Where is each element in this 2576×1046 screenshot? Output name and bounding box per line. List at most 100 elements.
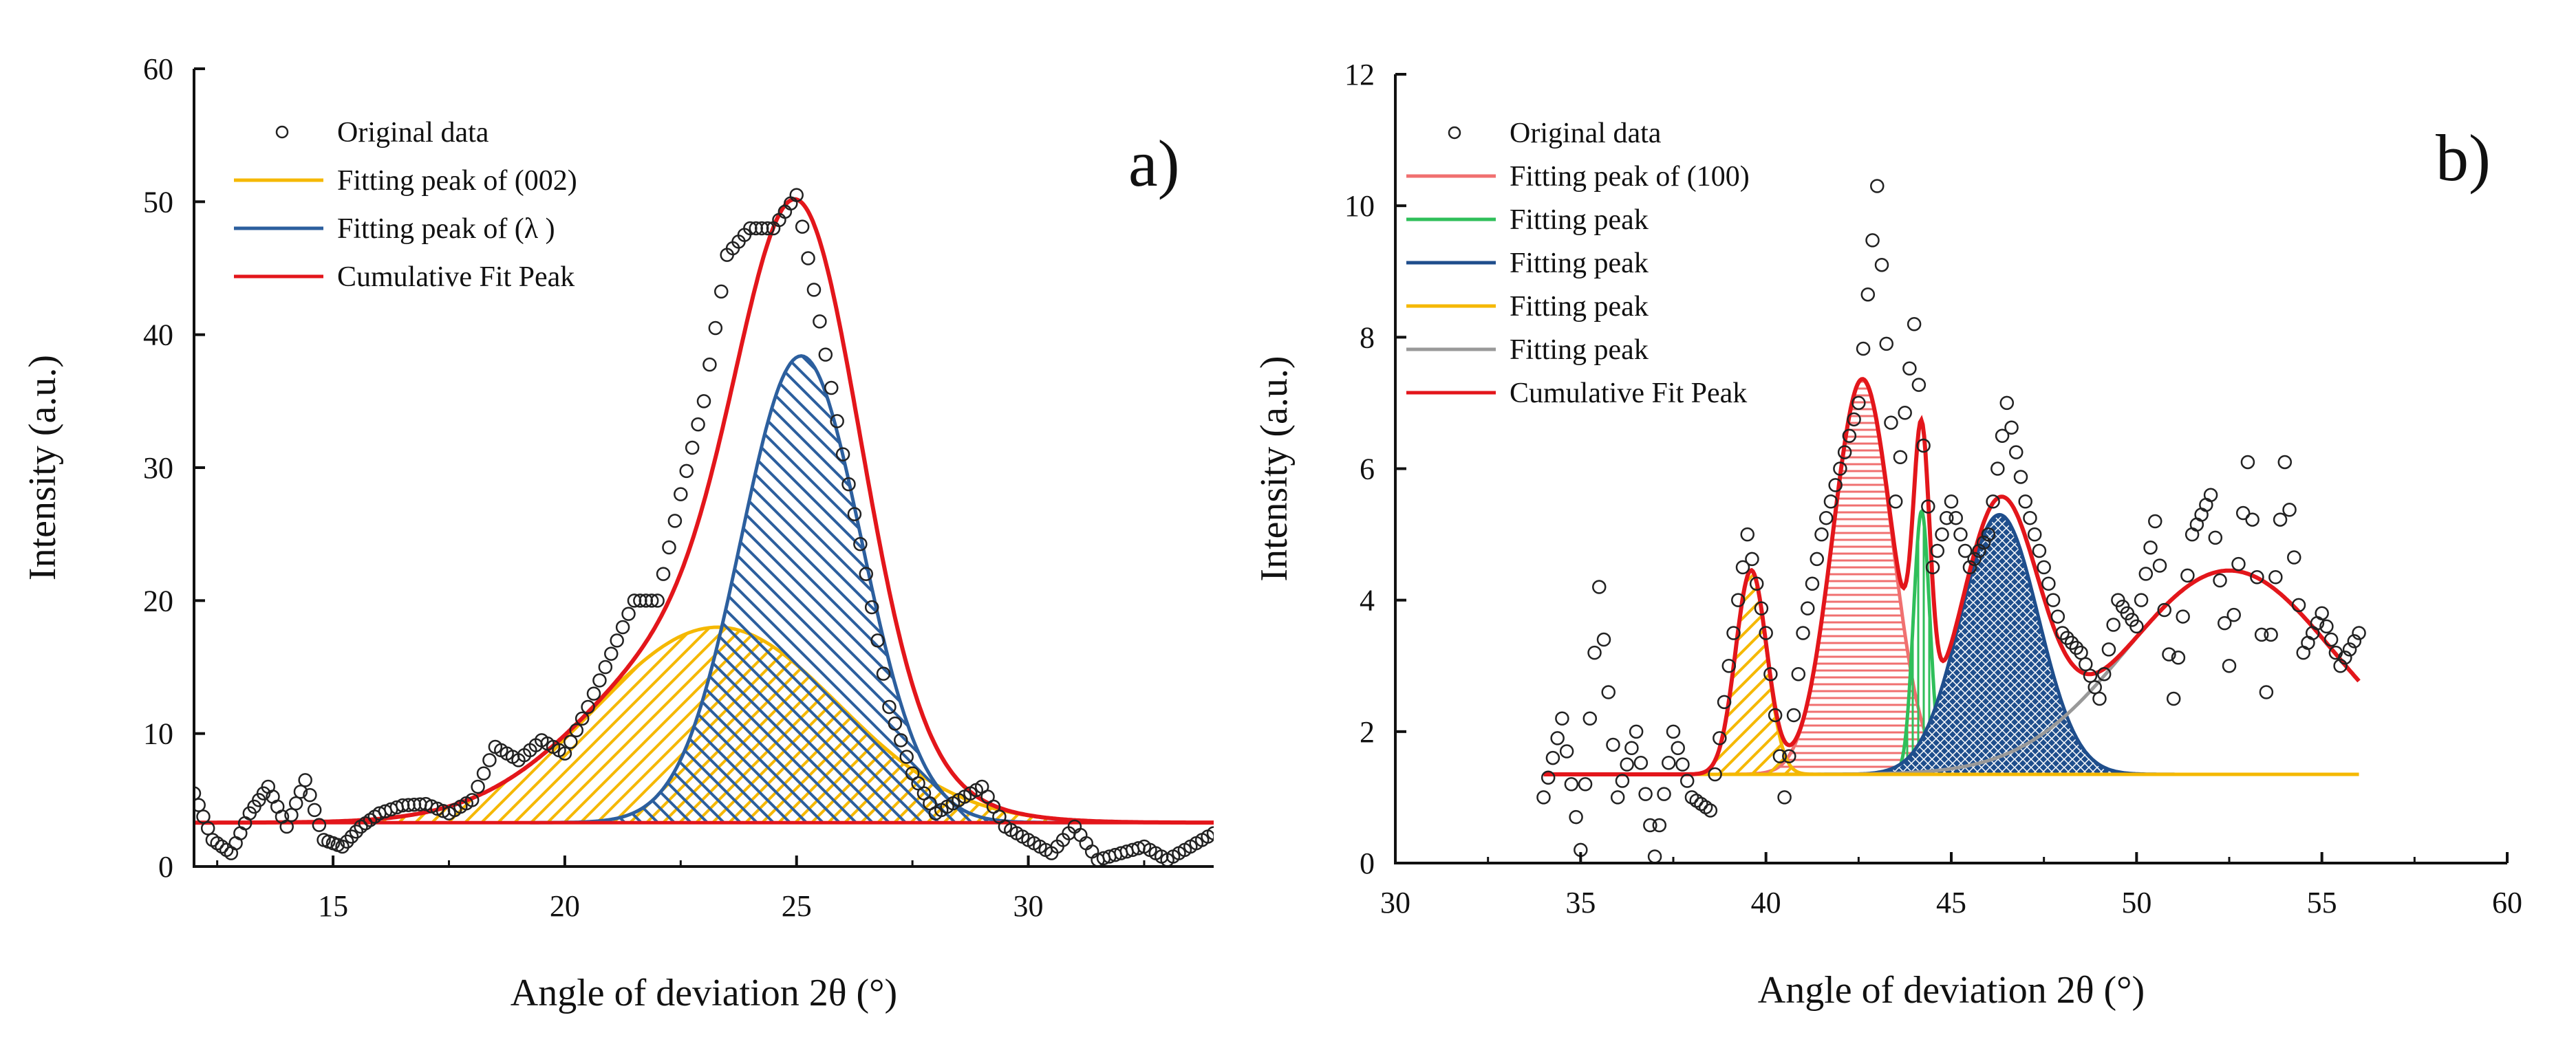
data-point-interp (2050, 609, 2065, 624)
legend-label: Cumulative Fit Peak (1510, 378, 1747, 409)
data-point (279, 819, 294, 834)
data-point-interp (2069, 640, 2084, 655)
data-point-interp (2171, 651, 2186, 665)
data-point-interp (569, 723, 583, 738)
data-point-interp (1662, 755, 1676, 770)
data-point-interp (2250, 569, 2264, 585)
data-point (1740, 527, 1754, 542)
data-point-interp (1810, 552, 1824, 567)
data-point (1666, 724, 1681, 739)
x-tick-label: 20 (550, 889, 580, 923)
data-point-interp (1949, 510, 1963, 525)
data-point-interp (1745, 552, 1759, 567)
y-tick-label: 40 (143, 318, 173, 352)
peak-area-3 (1681, 570, 1821, 774)
legend-label: Fitting peak (1510, 204, 1649, 236)
x-tick-label: 60 (2492, 886, 2522, 919)
legend-marker (275, 125, 289, 139)
data-point (1629, 724, 1644, 739)
data-point-interp (2347, 634, 2362, 649)
data-point (1721, 659, 1737, 673)
data-point (581, 699, 595, 715)
data-point (464, 793, 480, 807)
data-point-interp (1726, 626, 1741, 640)
data-point (335, 839, 350, 854)
data-point (2333, 659, 2348, 673)
data-point (789, 188, 804, 202)
x-tick-label: 45 (1936, 886, 1966, 919)
data-point-interp (1643, 818, 1657, 833)
data-point-interp (1791, 666, 1806, 682)
data-point-interp (1679, 774, 1695, 788)
data-point-interp (293, 785, 308, 799)
data-point (1777, 790, 1792, 805)
y-tick-label: 2 (1360, 715, 1375, 749)
data-point-interp (1902, 361, 1917, 375)
x-tick-label: 55 (2307, 886, 2337, 919)
data-point-interp (1587, 645, 1602, 660)
data-point-interp (1823, 494, 1838, 509)
data-point-interp (894, 733, 908, 748)
data-point-interp (1957, 543, 1973, 558)
data-point-interp (471, 779, 485, 794)
data-point-interp (1860, 287, 1876, 302)
legend-label: Original data (1510, 118, 1662, 149)
data-point (2092, 691, 2107, 706)
data-point-interp (847, 507, 862, 521)
data-point-interp (1911, 378, 1926, 392)
y-tick-label: 4 (1360, 584, 1375, 618)
data-point (882, 699, 897, 715)
data-point-interp (1620, 757, 1634, 772)
data-point-interp (2079, 657, 2093, 672)
data-point-interp (1972, 543, 1986, 558)
data-point-interp (1541, 770, 1556, 785)
data-point-interp (1990, 461, 2005, 476)
data-point-interp (818, 347, 833, 362)
data-point-interp (586, 686, 601, 701)
data-point-interp (1754, 601, 1769, 615)
data-point-interp (1606, 737, 1620, 752)
legend-entry: Original data (275, 117, 489, 149)
data-point (2315, 606, 2329, 621)
legend-label: Fitting peak (1510, 334, 1649, 366)
data-point-interp (853, 536, 868, 552)
data-point-interp (2041, 576, 2056, 591)
data-point-interp (1717, 695, 1732, 710)
data-point (813, 314, 827, 329)
data-point-interp (1842, 428, 1857, 443)
data-point-interp (2254, 627, 2269, 642)
data-point-interp (824, 380, 839, 395)
data-point (1814, 527, 1829, 542)
data-point-interp (2176, 609, 2190, 624)
legend-label: Fitting peak (1510, 291, 1649, 323)
data-point-interp (1921, 499, 1935, 514)
legend-entry: Fitting peak of (λ ) (234, 213, 555, 245)
data-point-interp (2342, 642, 2357, 657)
data-point (859, 567, 874, 581)
data-point (1647, 849, 1662, 863)
data-point-interp (1898, 406, 1912, 420)
data-point (298, 773, 312, 787)
legend-label: Fitting peak of (002) (337, 165, 577, 197)
data-point-interp (303, 787, 317, 803)
data-point (1962, 560, 1977, 575)
data-point-interp (2235, 505, 2251, 521)
x-axis-title: Angle of deviation 2θ (°) (1758, 969, 2145, 1012)
data-point-interp (2009, 445, 2024, 459)
data-point-interp (2291, 598, 2306, 613)
y-axis-title: Intensity (a.u.) (21, 355, 64, 580)
x-axis-title: Angle of deviation 2θ (°) (511, 972, 897, 1014)
data-point-interp (1569, 809, 1583, 825)
data-point-interp (1865, 233, 1880, 248)
data-point-interp (1550, 731, 1565, 745)
data-point-interp (196, 809, 211, 824)
data-point-interp (1986, 494, 2000, 509)
data-point-interp (2319, 619, 2334, 634)
data-point-interp (876, 666, 891, 681)
data-point-interp (1828, 478, 1843, 492)
data-point-interp (1772, 749, 1788, 763)
data-point (1907, 316, 1922, 331)
data-point (1206, 826, 1214, 840)
data-point-interp (1749, 576, 1764, 591)
